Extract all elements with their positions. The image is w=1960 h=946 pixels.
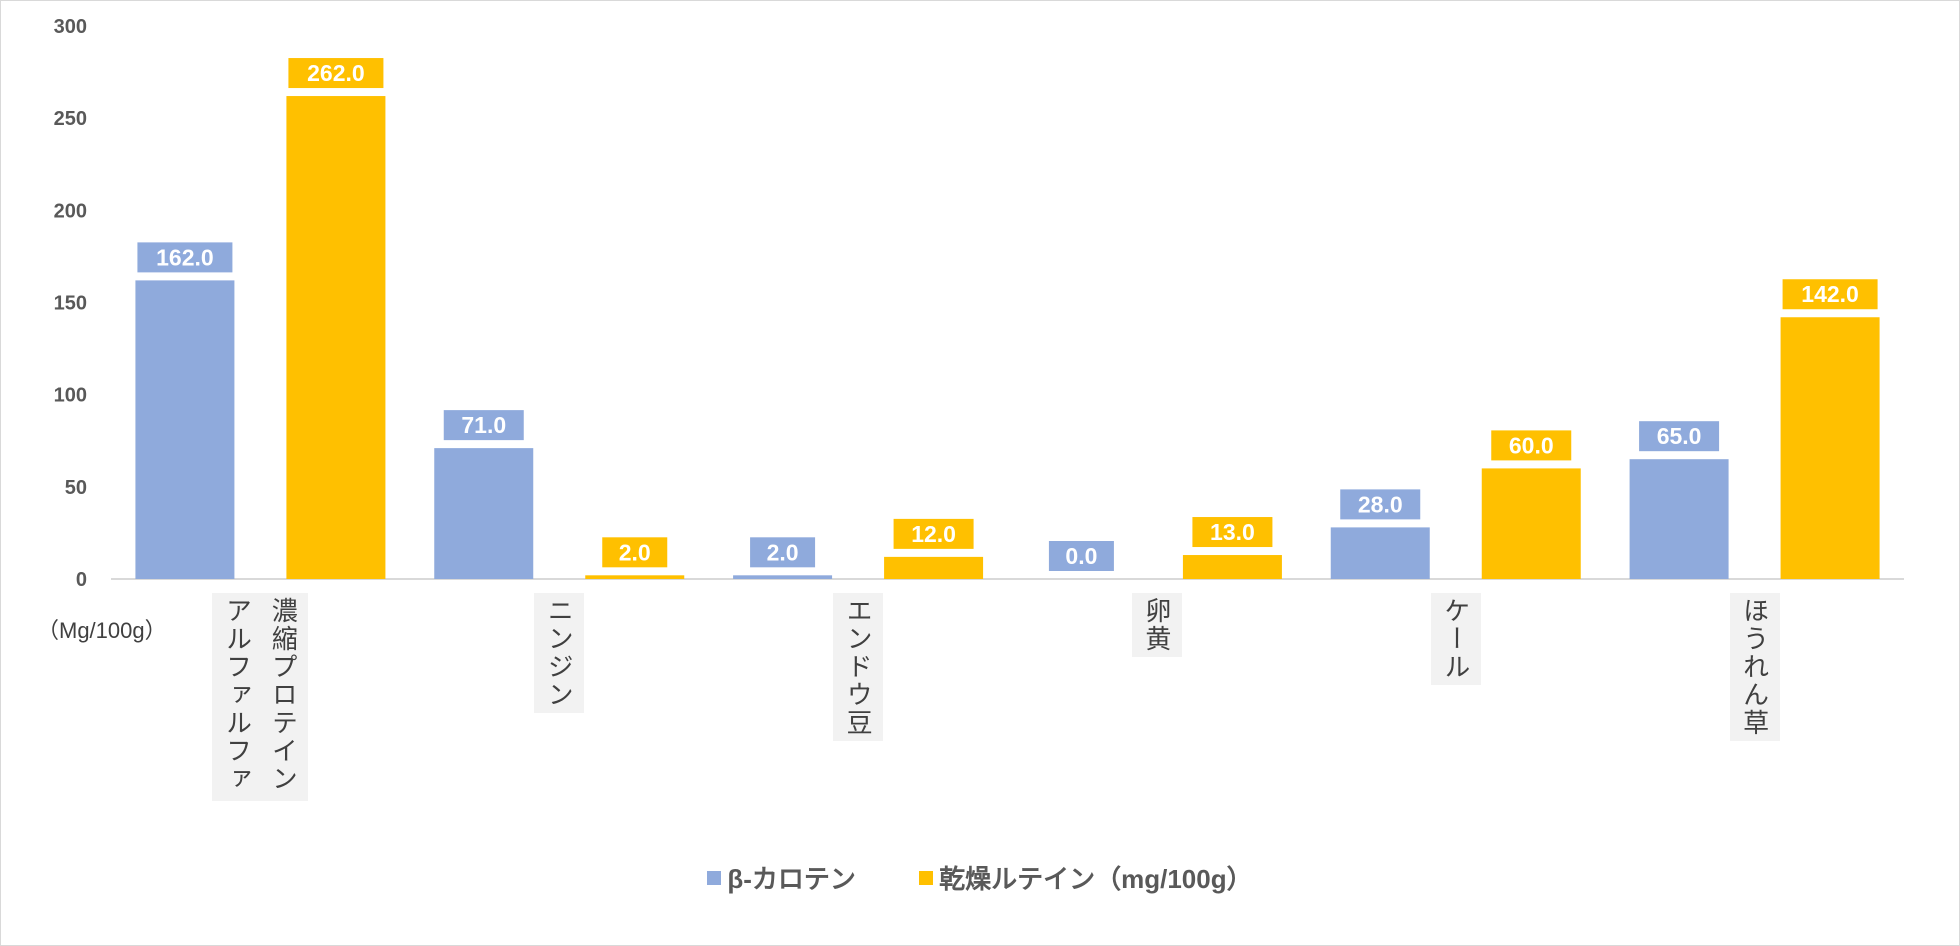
data-label: 162.0 (156, 244, 214, 270)
x-category-label: エンドウ豆 (833, 593, 884, 741)
x-category-label: 濃縮プロテインアルファルファ (212, 593, 309, 801)
bar (733, 575, 833, 579)
data-label-box (602, 537, 668, 568)
data-label-box (443, 410, 524, 441)
bar (1481, 468, 1581, 579)
data-label-box (137, 242, 233, 273)
bar (884, 556, 984, 579)
y-tick-label: 0 (76, 569, 87, 591)
x-category-label: ニンジン (534, 593, 585, 713)
data-label-box (893, 518, 974, 549)
legend-label-1: 乾燥ルテイン（mg/100g） (939, 864, 1253, 894)
data-label-box (1340, 489, 1421, 520)
y-axis-unit-label: （Mg/100g） (37, 618, 167, 643)
data-label-box (1639, 421, 1720, 452)
y-tick-label: 250 (54, 108, 87, 130)
data-label-box (1782, 279, 1878, 310)
data-label-box (750, 537, 816, 568)
data-label-box (1048, 541, 1114, 571)
y-tick-label: 200 (54, 200, 87, 222)
data-label: 142.0 (1801, 281, 1859, 307)
data-label-box (1192, 517, 1273, 548)
bar (286, 96, 386, 580)
data-label: 0.0 (1065, 543, 1097, 569)
x-category-label: ほうれん草 (1729, 593, 1780, 741)
data-label: 28.0 (1358, 491, 1403, 517)
legend-label-0: β-カロテン (727, 864, 856, 894)
bar (1629, 459, 1729, 579)
bar (434, 448, 534, 579)
data-label-box (1491, 430, 1572, 461)
x-category-label: ケール (1430, 593, 1481, 685)
y-tick-label: 50 (65, 477, 87, 499)
data-label: 2.0 (619, 539, 651, 565)
bar (585, 575, 685, 579)
bar (135, 280, 235, 579)
data-label: 65.0 (1657, 423, 1702, 449)
legend-item-1: 乾燥ルテイン（mg/100g） (919, 859, 1253, 896)
data-label: 71.0 (461, 412, 506, 438)
data-label: 2.0 (767, 539, 799, 565)
data-label-box (288, 58, 384, 89)
legend-swatch-1 (919, 870, 934, 885)
bar (1780, 317, 1880, 579)
data-label: 262.0 (307, 60, 365, 86)
legend-swatch-0 (707, 870, 722, 885)
y-tick-label: 300 (54, 16, 87, 38)
x-category-label: 卵黄 (1131, 593, 1182, 657)
data-label: 60.0 (1509, 432, 1554, 458)
data-label: 13.0 (1210, 519, 1255, 545)
bar (1182, 555, 1282, 579)
legend: β-カロテン 乾燥ルテイン（mg/100g） (1, 859, 1959, 896)
data-label: 12.0 (911, 521, 956, 547)
y-tick-label: 100 (54, 385, 87, 407)
y-tick-label: 150 (54, 293, 87, 315)
legend-item-0: β-カロテン (707, 859, 856, 896)
bar (1330, 527, 1430, 579)
